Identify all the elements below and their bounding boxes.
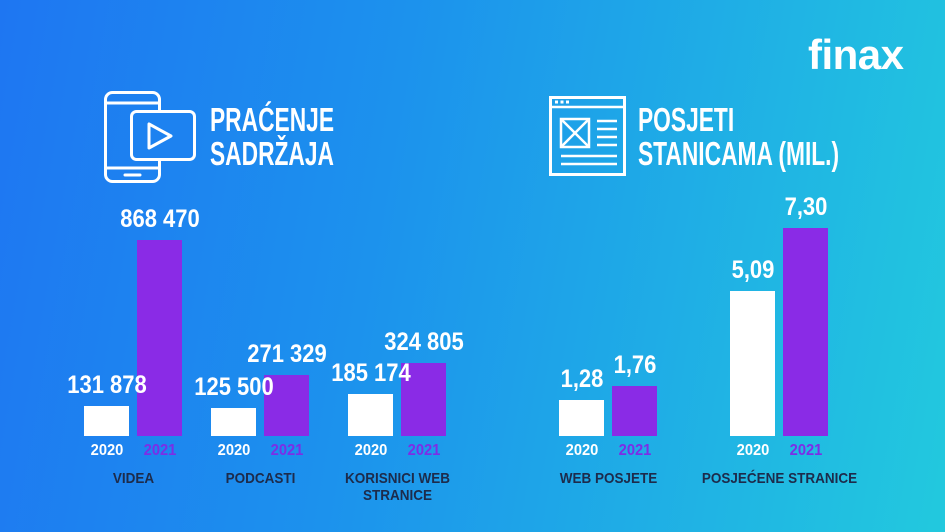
- bar-posjecene-stranice-2021: [783, 228, 828, 436]
- year-label-videa-2021: 2021: [143, 442, 176, 459]
- web-page-icon: [549, 96, 626, 176]
- year-label-posjecene-stranice-2021: 2021: [789, 442, 822, 459]
- value-label-korisnici-web-stranice-2020: 185 174: [330, 359, 411, 387]
- value-label-web-posjete-2021: 1,76: [613, 351, 656, 379]
- bar-korisnici-web-stranice-2020: [348, 394, 393, 436]
- year-label-web-posjete-2021: 2021: [618, 442, 651, 459]
- category-label-videa: VIDEA: [112, 470, 154, 487]
- content-tracking-title: PRAĆENJE SADRŽAJA: [210, 101, 335, 172]
- value-label-podcasti-2020: 125 500: [193, 373, 274, 401]
- year-label-korisnici-web-stranice-2021: 2021: [407, 442, 440, 459]
- value-label-korisnici-web-stranice-2021: 324 805: [383, 328, 464, 356]
- bar-web-posjete-2020: [559, 400, 604, 436]
- value-label-videa-2021: 868 470: [119, 205, 200, 233]
- value-label-posjecene-stranice-2020: 5,09: [731, 256, 774, 284]
- year-label-web-posjete-2020: 2020: [565, 442, 598, 459]
- year-label-korisnici-web-stranice-2020: 2020: [354, 442, 387, 459]
- bar-korisnici-web-stranice-2021: [401, 363, 446, 436]
- bar-podcasti-2020: [211, 408, 256, 436]
- page-visits-title: POSJETI STANICAMA (MIL.): [638, 101, 840, 172]
- value-label-videa-2020: 131 878: [66, 371, 147, 399]
- finax-logo: finax: [808, 31, 904, 78]
- bar-web-posjete-2021: [612, 386, 657, 436]
- category-label-web-posjete: WEB POSJETE: [559, 470, 657, 487]
- bar-videa-2021: [137, 240, 182, 436]
- value-label-posjecene-stranice-2021: 7,30: [784, 193, 827, 221]
- category-label-podcasti: PODCASTI: [225, 470, 295, 487]
- year-label-posjecene-stranice-2020: 2020: [736, 442, 769, 459]
- value-label-web-posjete-2020: 1,28: [560, 365, 603, 393]
- category-label-posjecene-stranice: POSJEĆENE STRANICE: [701, 470, 857, 487]
- bar-posjecene-stranice-2020: [730, 291, 775, 436]
- year-label-podcasti-2021: 2021: [270, 442, 303, 459]
- category-label-korisnici-web-stranice: KORISNICI WEB STRANICE: [344, 470, 450, 504]
- bar-videa-2020: [84, 406, 129, 436]
- year-label-podcasti-2020: 2020: [217, 442, 250, 459]
- value-label-podcasti-2021: 271 329: [246, 340, 327, 368]
- bar-podcasti-2021: [264, 375, 309, 436]
- phone-video-icon: [104, 91, 196, 183]
- year-label-videa-2020: 2020: [90, 442, 123, 459]
